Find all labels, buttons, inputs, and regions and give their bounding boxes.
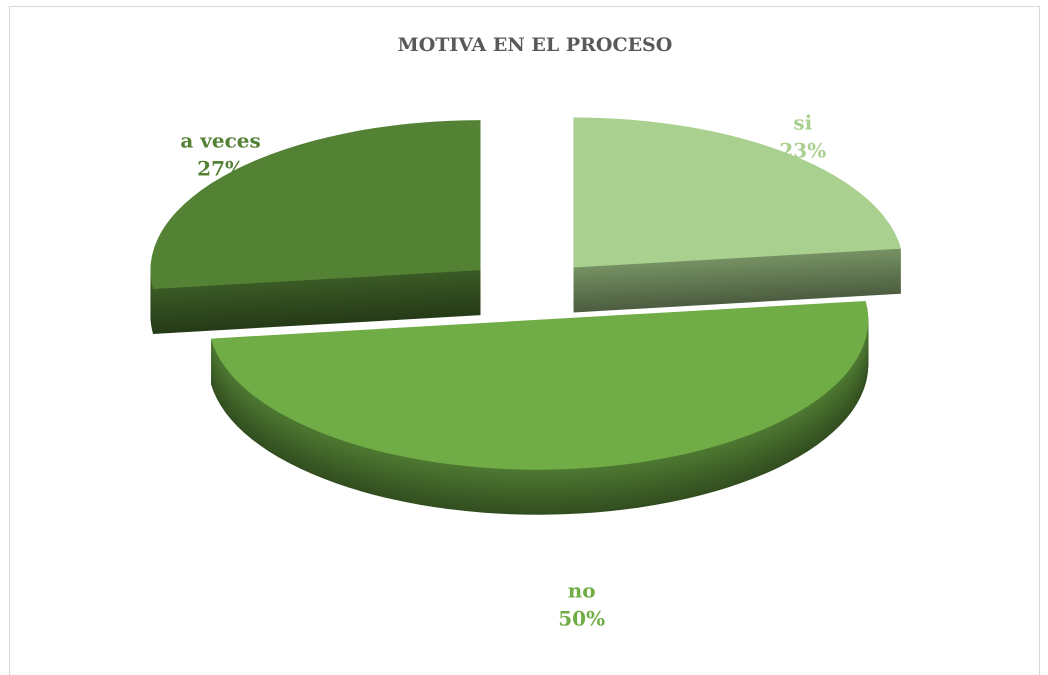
data-label-value: 50% xyxy=(558,606,605,630)
data-label-value: 23% xyxy=(779,139,826,163)
slice xyxy=(150,120,481,289)
slice xyxy=(573,117,902,268)
data-label-category: si xyxy=(793,111,812,135)
data-label-category: no xyxy=(568,578,596,602)
slice xyxy=(210,300,869,470)
chart-title: MOTIVA EN EL PROCESO xyxy=(398,34,673,56)
data-label-value: 27% xyxy=(197,157,244,181)
data-label-category: a veces xyxy=(180,129,260,153)
